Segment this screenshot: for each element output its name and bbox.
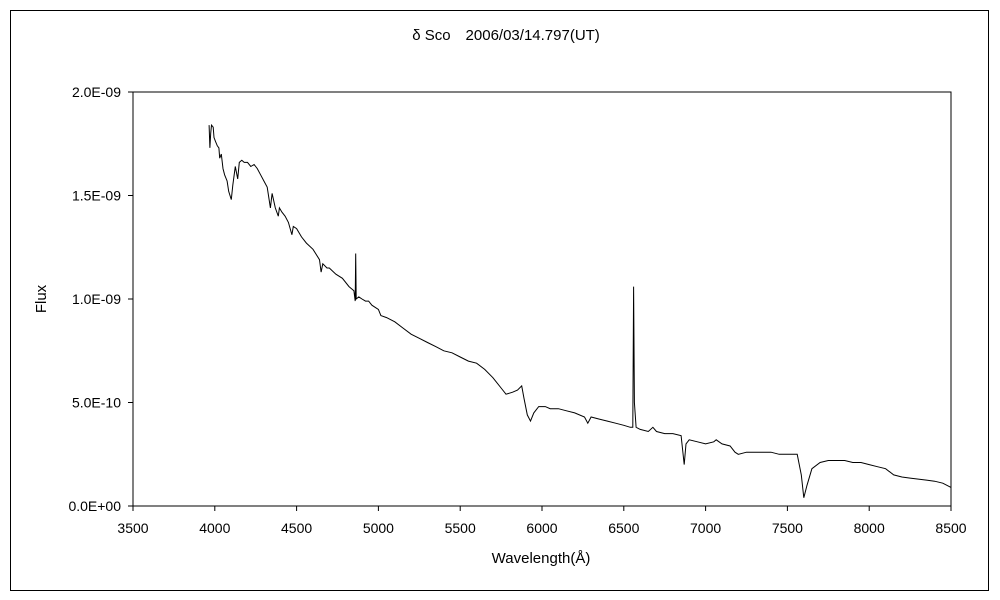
x-axis-label: Wavelength(Å) (492, 550, 591, 567)
x-tick-label: 5500 (445, 520, 476, 536)
y-tick-label: 0.0E+00 (68, 498, 121, 514)
x-axis-ticks: 3500 4000 4500 5000 5500 6000 6500 7000 7500 8000… (117, 506, 967, 536)
y-axis-ticks: 0.0E+00 5.0E-10 1.0E-09 1.5E-09 2.0E-09 (68, 84, 133, 514)
plot-area (132, 91, 952, 507)
x-tick-label: 7000 (690, 520, 721, 536)
x-tick-label: 3500 (117, 520, 148, 536)
y-tick-label: 1.0E-09 (72, 291, 121, 307)
x-tick-label: 5000 (363, 520, 394, 536)
y-tick-label: 5.0E-10 (72, 395, 121, 411)
spectrum-line (208, 123, 952, 498)
y-tick-label: 1.5E-09 (72, 188, 121, 204)
y-tick-label: 2.0E-09 (72, 84, 121, 100)
x-tick-label: 6000 (526, 520, 557, 536)
x-tick-label: 8500 (935, 520, 966, 536)
x-tick-label: 7500 (772, 520, 803, 536)
x-tick-label: 4000 (199, 520, 230, 536)
chart-title: δ Sco 2006/03/14.797(UT) (412, 27, 600, 44)
x-tick-label: 6500 (608, 520, 639, 536)
x-tick-label: 4500 (281, 520, 312, 536)
x-tick-label: 8000 (854, 520, 885, 536)
y-axis-label: Flux (33, 284, 50, 313)
